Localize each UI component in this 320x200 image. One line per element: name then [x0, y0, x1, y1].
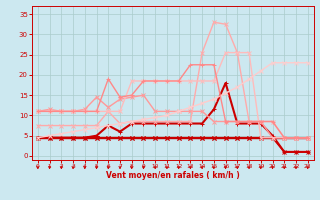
- X-axis label: Vent moyen/en rafales ( km/h ): Vent moyen/en rafales ( km/h ): [106, 171, 240, 180]
